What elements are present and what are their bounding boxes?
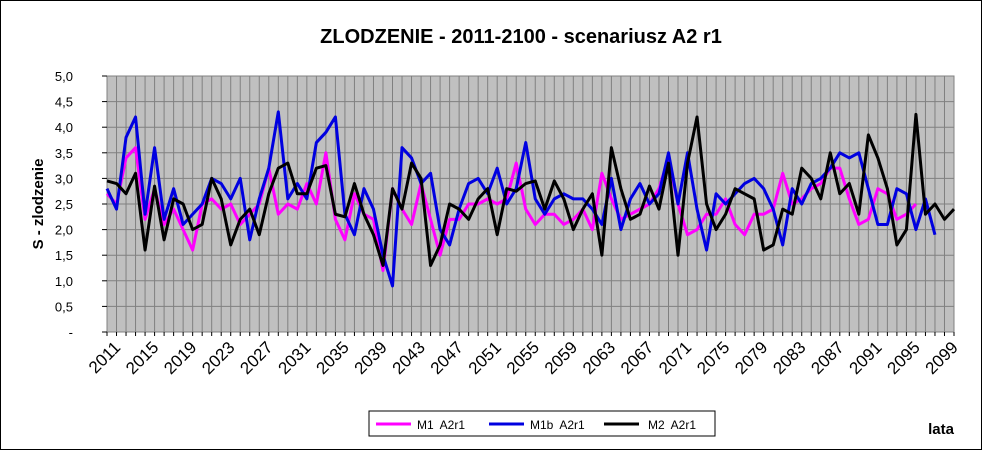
x-tick-label: 2083: [769, 338, 809, 378]
series-line-m1: [105, 146, 918, 273]
x-axis-ticks: 2011201520192023202720312035203920432047…: [85, 332, 962, 378]
x-tick-label: 2095: [884, 338, 924, 378]
y-tick-label: 3,0: [55, 171, 73, 186]
legend-label-m2: M2 A2r1: [648, 418, 696, 432]
y-tick-label: 1,5: [55, 248, 73, 263]
x-tick-label: 2067: [617, 338, 657, 378]
legend-label-m1: M1 A2r1: [417, 418, 465, 432]
x-tick-label: 2051: [465, 338, 505, 378]
y-tick-label: 1,0: [55, 274, 73, 289]
gridlines: [106, 75, 955, 333]
x-tick-label: 2027: [236, 338, 276, 378]
legend-label-m1b: M1b A2r1: [530, 418, 585, 432]
x-tick-label: 2075: [693, 338, 733, 378]
x-tick-label: 2023: [198, 338, 238, 378]
series-lines: [105, 110, 956, 288]
x-tick-label: 2091: [845, 338, 885, 378]
x-tick-label: 2087: [807, 338, 847, 378]
y-tick-label: 4,0: [55, 120, 73, 135]
y-axis-label: S - zlodzenie: [30, 159, 47, 250]
x-tick-label: 2019: [160, 338, 200, 378]
y-tick-label: 5,0: [55, 69, 73, 84]
x-axis-label: lata: [928, 421, 955, 438]
x-tick-label: 2039: [351, 338, 391, 378]
chart-title: ZLODZENIE - 2011-2100 - scenariusz A2 r1: [320, 26, 722, 48]
y-tick-label: 4,5: [55, 95, 73, 110]
x-tick-label: 2047: [427, 338, 467, 378]
x-tick-label: 2079: [731, 338, 771, 378]
y-tick-label: 2,5: [55, 197, 73, 212]
y-axis-ticks: - 0,5 1,0 1,5 2,0 2,5 3,0 3,5 4,0 4,5 5,0: [55, 69, 107, 340]
x-tick-label: 2035: [313, 338, 353, 378]
y-tick-label: 3,5: [55, 146, 73, 161]
x-tick-label: 2071: [655, 338, 695, 378]
x-tick-label: 2011: [85, 338, 124, 377]
y-tick-label: -: [69, 325, 73, 340]
x-tick-label: 2059: [541, 338, 581, 378]
x-tick-label: 2055: [503, 338, 543, 378]
x-tick-label: 2063: [579, 338, 619, 378]
x-tick-label: 2015: [122, 338, 162, 378]
legend: M1 A2r1 M1b A2r1 M2 A2r1: [368, 410, 716, 437]
legend-box: [368, 410, 716, 437]
x-tick-label: 2099: [922, 338, 962, 378]
x-tick-label: 2031: [274, 338, 314, 378]
series-line-m2: [106, 112, 956, 267]
y-tick-label: 2,0: [55, 223, 73, 238]
y-tick-label: 0,5: [55, 299, 73, 314]
x-tick-label: 2043: [389, 338, 429, 378]
